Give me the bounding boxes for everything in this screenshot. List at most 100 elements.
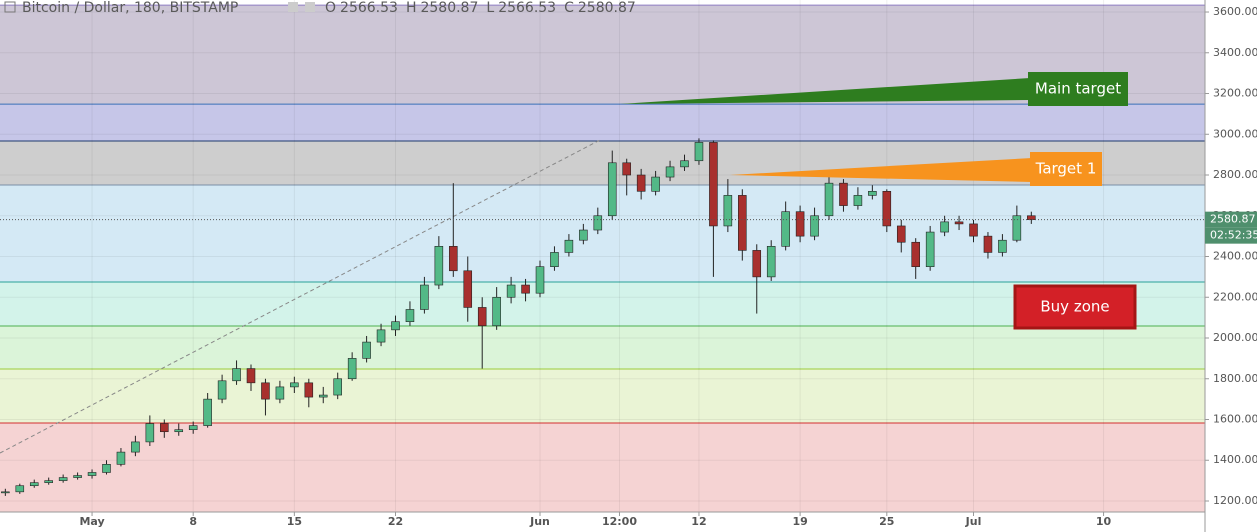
price-label-box: [1205, 211, 1257, 228]
candle-body: [73, 475, 82, 478]
candle-body: [593, 215, 603, 231]
candle-body: [29, 482, 39, 487]
candle-body: [521, 284, 530, 294]
candle-body: [275, 386, 285, 400]
x-tick-label: 15: [287, 515, 302, 528]
candle-body: [217, 380, 227, 400]
candle-body: [174, 429, 184, 433]
candle-body: [1027, 215, 1036, 220]
candle-body: [1, 491, 10, 494]
candle-body: [766, 246, 776, 278]
y-tick-label: 1600.00: [1213, 413, 1257, 426]
callout-pointer: [620, 78, 1030, 104]
candle-body: [795, 211, 805, 237]
candle-body: [969, 223, 978, 237]
symbol: Bitcoin / Dollar, 180, BITSTAMP: [22, 0, 238, 16]
candle-body: [420, 284, 429, 310]
callout-text: Buy zone: [1040, 298, 1109, 316]
callout-text: Target 1: [1035, 160, 1097, 178]
candle-body: [15, 485, 25, 493]
x-tick-label: 8: [189, 515, 197, 528]
candle-body: [116, 451, 126, 465]
callout-box: [1030, 152, 1102, 186]
candle-body: [261, 382, 270, 400]
y-tick-label: 3600.00: [1213, 5, 1257, 18]
countdown: 02:52:35: [1210, 229, 1257, 242]
candle-body: [492, 296, 501, 327]
countdown-box: [1205, 227, 1257, 244]
y-tick-label: 3400.00: [1213, 46, 1257, 59]
candle-body: [824, 182, 834, 217]
candle-body: [954, 221, 964, 225]
candle-body: [290, 382, 299, 388]
callout-box: [1028, 72, 1128, 106]
ohlc-label: H: [406, 0, 417, 16]
settings-icon[interactable]: [288, 2, 298, 12]
candle-body: [665, 166, 675, 178]
candle-body: [839, 182, 848, 206]
candle-body: [940, 221, 949, 233]
candle-body: [58, 477, 68, 481]
ohlc-value: 2566.53: [498, 0, 556, 16]
price-label: 2580.87: [1210, 213, 1256, 226]
candle-body: [882, 191, 892, 227]
ohlc-value: 2566.53: [340, 0, 398, 16]
candle-body: [188, 425, 198, 430]
candle-body: [362, 341, 371, 359]
candle-body: [477, 307, 487, 327]
collapse-icon[interactable]: [4, 1, 16, 13]
candle-body: [145, 423, 155, 443]
candle-body: [579, 229, 588, 241]
candle-body: [868, 191, 877, 196]
candle-body: [853, 195, 863, 206]
candle-body: [232, 368, 241, 382]
candle-body: [463, 270, 473, 308]
ohlc-label: O: [325, 0, 336, 16]
candle-body: [449, 246, 458, 272]
candle-body: [131, 441, 140, 453]
y-tick-label: 2200.00: [1213, 290, 1257, 303]
candle-body: [246, 368, 256, 384]
callout-text: Main target: [1035, 80, 1121, 98]
ohlc-label: L: [486, 0, 494, 16]
y-tick-label: 1800.00: [1213, 372, 1257, 385]
ohlc-value: 2580.87: [420, 0, 478, 16]
candle-body: [564, 239, 574, 253]
candle-body: [203, 398, 212, 426]
y-tick-label: 1200.00: [1213, 494, 1257, 507]
x-tick-label: Jun: [529, 515, 550, 528]
candle-body: [983, 235, 993, 253]
candles: [0, 138, 1205, 496]
y-tick-label: 1400.00: [1213, 453, 1257, 466]
level-band: [0, 184, 1205, 282]
level-band: [0, 104, 1205, 141]
candle-body: [333, 378, 342, 396]
callout-pointer: [730, 158, 1032, 182]
price-axis: [1205, 0, 1257, 532]
candle-body: [434, 246, 444, 286]
ohlc-value: 2580.87: [578, 0, 636, 16]
y-tick-label: 3000.00: [1213, 127, 1257, 140]
candle-body: [752, 250, 762, 278]
x-tick-label: 25: [879, 515, 894, 528]
candle-body: [347, 358, 357, 380]
candle-body: [781, 211, 790, 247]
candle-body: [102, 464, 111, 473]
candle-body: [376, 329, 386, 343]
x-tick-label: 12: [691, 515, 706, 528]
candle-body: [44, 480, 53, 483]
ohlc: O 2566.53 H 2580.87 L 2566.53 C 2580.87: [325, 0, 636, 16]
close-icon[interactable]: [305, 2, 315, 12]
candle-body: [1012, 215, 1022, 241]
callout-box: [1013, 284, 1137, 330]
candle-body: [550, 252, 559, 267]
candle-body: [506, 284, 516, 298]
y-tick-label: 2800.00: [1213, 168, 1257, 181]
candle-body: [896, 225, 906, 243]
candle-body: [694, 142, 704, 162]
level-band: [0, 325, 1205, 369]
bands: [0, 4, 1205, 512]
x-tick-label: 10: [1096, 515, 1112, 528]
